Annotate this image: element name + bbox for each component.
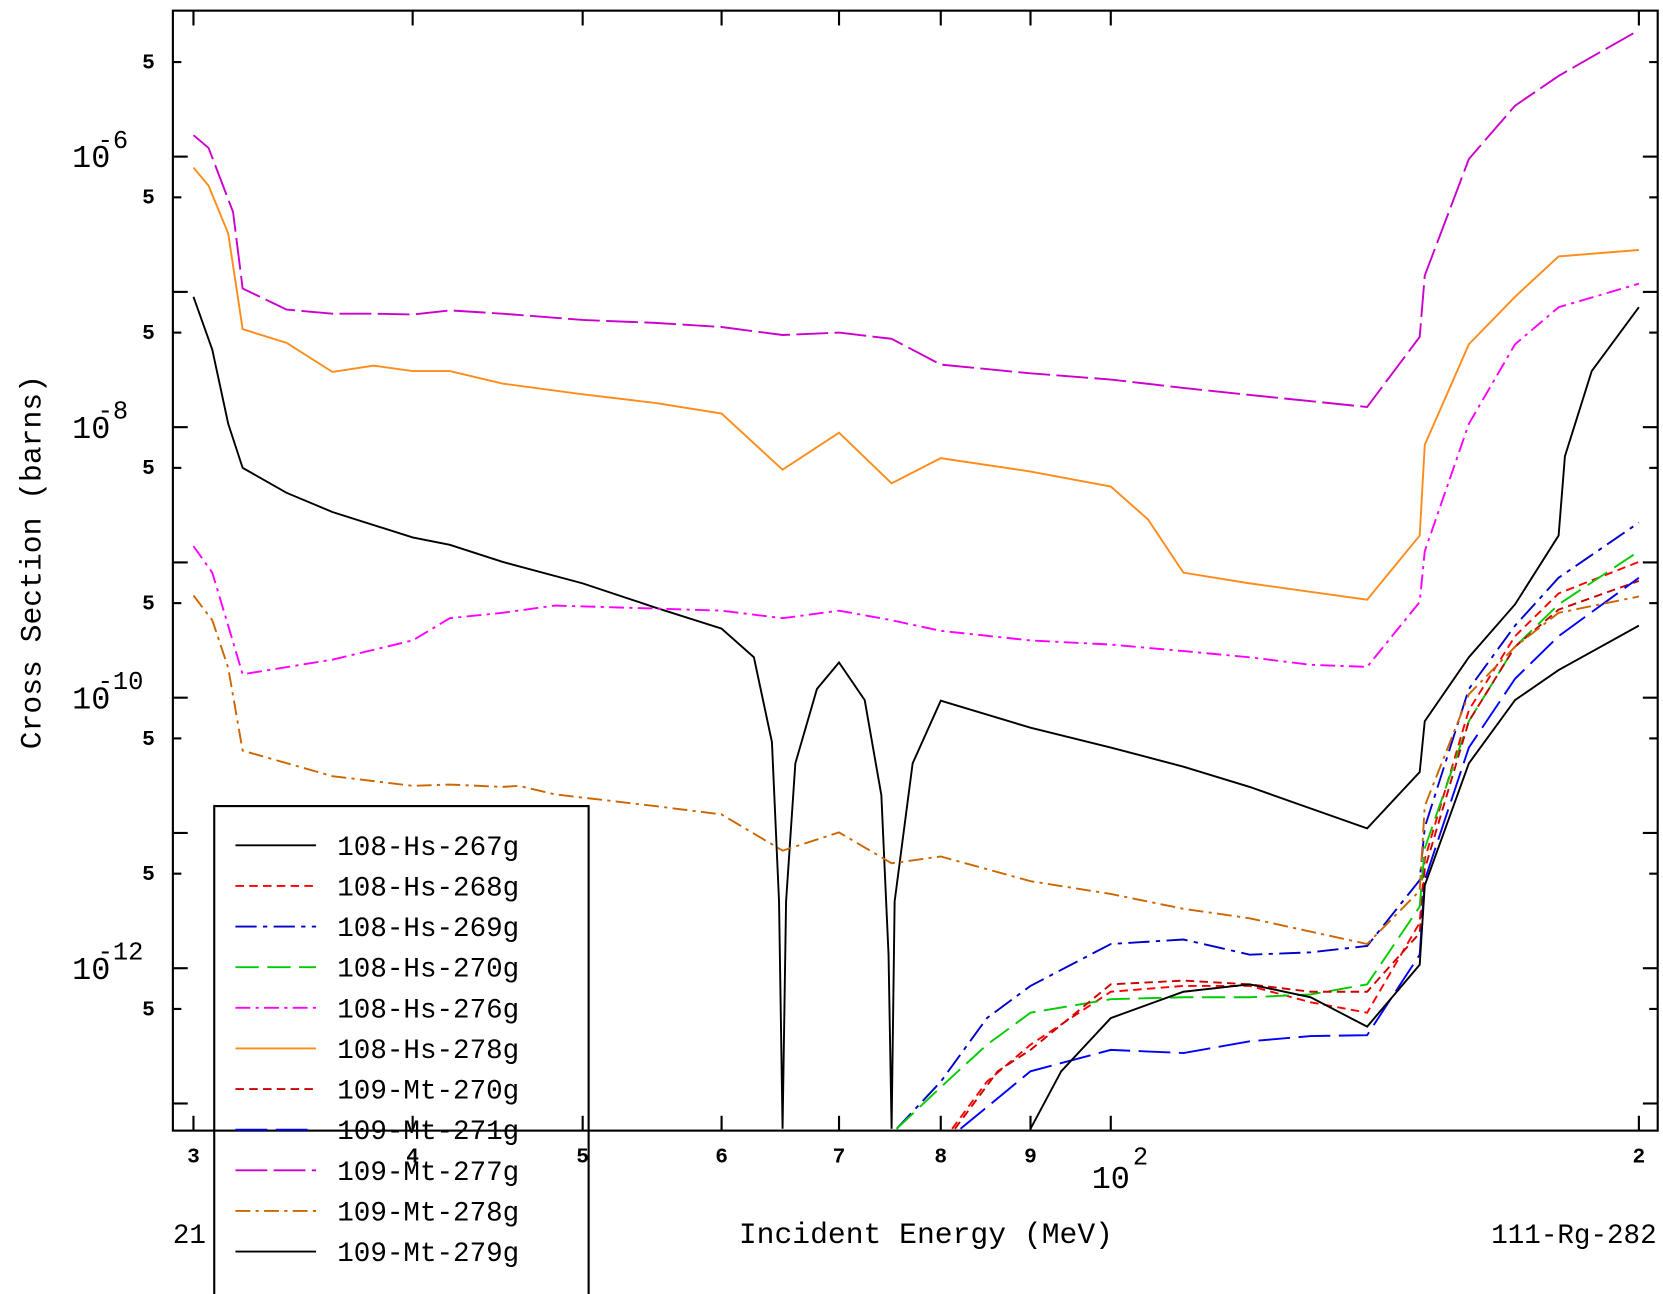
legend-label: 108-Hs-278g <box>337 1036 519 1067</box>
x-tick-label: 8 <box>934 1145 947 1169</box>
x-tick-label: 2 <box>1633 1145 1646 1169</box>
legend-label: 108-Hs-267g <box>337 833 519 864</box>
series-line <box>192 166 1639 601</box>
legend-box <box>213 805 590 1294</box>
y-tick-label: 5 <box>142 863 155 887</box>
legend-label: 108-Hs-270g <box>337 955 519 986</box>
x-tick-exponent: 2 <box>1133 1144 1148 1173</box>
y-tick-label: 10 <box>72 412 110 448</box>
x-tick-label: 5 <box>576 1145 589 1169</box>
series-line <box>951 560 1640 1130</box>
legend-label: 108-Hs-269g <box>337 914 519 945</box>
y-tick-exponent: -8 <box>98 398 129 427</box>
y-axis-label: Cross Section (barns) <box>15 375 49 749</box>
series-line <box>192 594 1640 946</box>
y-tick-label: 5 <box>142 998 155 1022</box>
legend-label: 109-Mt-271g <box>337 1117 519 1148</box>
series-line <box>954 580 1640 1130</box>
series-line <box>895 521 1640 1130</box>
x-tick-label: 10 <box>1092 1162 1130 1198</box>
x-axis-label: Incident Energy (MeV) <box>739 1218 1113 1252</box>
x-tick-label: 4 <box>406 1145 419 1169</box>
x-tick-label: 6 <box>715 1145 728 1169</box>
plot-frame <box>171 9 1659 1132</box>
y-tick-label: 5 <box>142 728 155 752</box>
y-tick-label: 5 <box>142 322 155 346</box>
x-tick-label: 7 <box>833 1145 846 1169</box>
series-line <box>192 282 1640 676</box>
y-tick-exponent: -10 <box>98 668 144 697</box>
y-tick-label: 5 <box>142 51 155 75</box>
legend <box>213 805 590 1294</box>
x-tick-label: 9 <box>1024 1145 1037 1169</box>
legend-label: 109-Mt-270g <box>337 1077 519 1108</box>
series-line <box>895 550 1640 1130</box>
legend-label: 108-Hs-268g <box>337 873 519 904</box>
y-tick-exponent: -12 <box>98 939 144 968</box>
series-line <box>1029 624 1640 1130</box>
left-note: 21 <box>173 1221 206 1252</box>
legend-label: 109-Mt-278g <box>337 1198 519 1229</box>
x-tick-label: 3 <box>187 1145 200 1169</box>
legend-entries: 108-Hs-267g 108-Hs-268g 108-Hs-269g 108-Hs-… <box>235 833 519 1270</box>
y-tick-label: 5 <box>142 593 155 617</box>
y-tick-label: 10 <box>72 682 110 718</box>
y-tick-label: 10 <box>72 141 110 177</box>
y-tick-exponent: -6 <box>98 127 129 156</box>
series-line <box>192 29 1640 408</box>
curves <box>192 29 1640 1130</box>
y-tick-label: 10 <box>72 953 110 989</box>
legend-label: 108-Hs-276g <box>337 995 519 1026</box>
legend-label: 109-Mt-277g <box>337 1158 519 1189</box>
y-tick-label: 5 <box>142 457 155 481</box>
y-tick-label: 5 <box>142 187 155 211</box>
right-note: 111-Rg-282 <box>1491 1221 1656 1252</box>
series-line <box>192 296 1640 1129</box>
series-line <box>959 577 1640 1130</box>
legend-label: 109-Mt-279g <box>337 1239 519 1270</box>
